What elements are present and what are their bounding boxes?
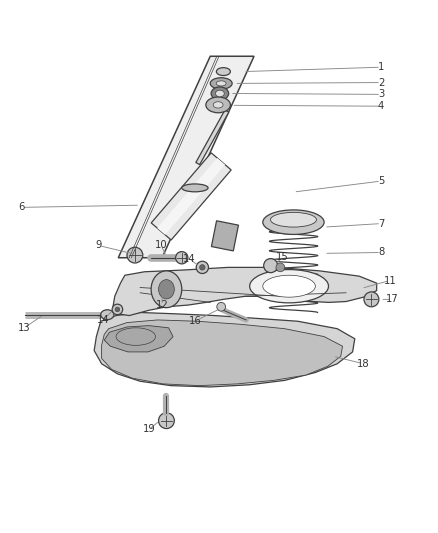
Text: 9: 9 [95, 240, 102, 251]
Ellipse shape [216, 68, 230, 76]
Ellipse shape [206, 97, 230, 113]
Polygon shape [212, 221, 238, 251]
Polygon shape [94, 312, 355, 387]
Ellipse shape [151, 271, 182, 308]
Circle shape [200, 264, 205, 270]
Text: 11: 11 [383, 276, 396, 286]
Text: 3: 3 [378, 90, 384, 99]
Circle shape [264, 259, 278, 273]
Circle shape [127, 247, 143, 263]
Circle shape [112, 304, 123, 314]
Ellipse shape [182, 184, 208, 192]
Ellipse shape [250, 270, 328, 303]
Ellipse shape [215, 90, 224, 97]
Text: 10: 10 [155, 240, 167, 251]
Ellipse shape [216, 81, 226, 86]
Circle shape [217, 302, 226, 311]
Ellipse shape [213, 102, 223, 108]
Ellipse shape [263, 275, 315, 297]
Text: 18: 18 [357, 359, 370, 369]
Circle shape [276, 263, 285, 272]
Ellipse shape [101, 310, 114, 320]
Polygon shape [151, 153, 231, 240]
Ellipse shape [210, 78, 232, 89]
Polygon shape [102, 320, 343, 386]
Text: 2: 2 [378, 77, 384, 87]
Text: 6: 6 [19, 203, 25, 212]
Circle shape [176, 252, 188, 264]
Circle shape [115, 307, 120, 312]
Ellipse shape [211, 87, 229, 100]
Polygon shape [118, 56, 254, 258]
Text: 19: 19 [142, 424, 155, 434]
Polygon shape [157, 158, 225, 235]
Ellipse shape [159, 280, 174, 299]
Polygon shape [104, 326, 173, 352]
Text: 5: 5 [378, 176, 384, 186]
Circle shape [364, 292, 379, 307]
Circle shape [159, 413, 174, 429]
Text: 13: 13 [18, 323, 30, 333]
Text: 4: 4 [378, 101, 384, 111]
Text: 8: 8 [378, 247, 384, 257]
Polygon shape [196, 110, 229, 165]
Ellipse shape [263, 210, 324, 235]
Ellipse shape [271, 212, 316, 227]
Text: 14: 14 [183, 254, 195, 264]
Circle shape [196, 261, 208, 273]
Text: 14: 14 [97, 315, 109, 325]
Text: 17: 17 [385, 294, 399, 304]
Text: 1: 1 [378, 62, 384, 72]
Text: 15: 15 [276, 252, 289, 262]
Text: 12: 12 [155, 300, 169, 310]
Text: 7: 7 [378, 219, 384, 229]
Text: 16: 16 [188, 316, 201, 326]
Polygon shape [113, 268, 377, 316]
